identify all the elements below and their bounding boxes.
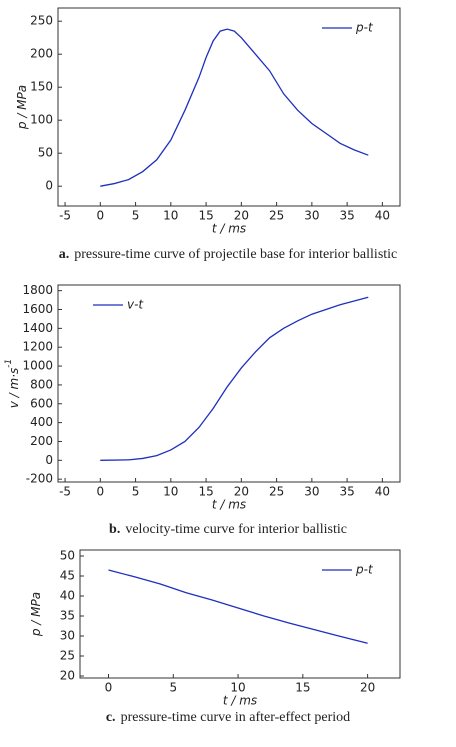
caption-text: pressure-time curve of projectile base f… bbox=[74, 247, 397, 262]
y-tick-label: 30 bbox=[60, 629, 75, 643]
y-tick-label: 1600 bbox=[22, 302, 53, 316]
y-tick-label: -200 bbox=[26, 472, 53, 486]
y-axis-label-text: v / m·s bbox=[7, 368, 21, 409]
y-tick-label: 400 bbox=[30, 415, 53, 429]
x-axis-label: t / ms bbox=[212, 498, 246, 512]
caption-label: c. bbox=[106, 710, 116, 725]
x-tick-label: 5 bbox=[169, 681, 177, 695]
x-tick-label: 0 bbox=[96, 485, 104, 499]
x-tick-label: -5 bbox=[59, 485, 71, 499]
legend-label: v-t bbox=[127, 298, 144, 312]
y-tick-label: 200 bbox=[30, 47, 53, 61]
x-tick-label: 0 bbox=[105, 681, 113, 695]
chart: 0 50 100 150 200 250 -5 0 5 10 15 20 25 30 35 40 t / ms p… bbox=[15, 7, 401, 262]
y-tick-label: 150 bbox=[30, 80, 53, 94]
x-tick-label: 40 bbox=[375, 485, 390, 499]
caption-label: a. bbox=[59, 247, 70, 262]
chart: -200 0 200 400 600 800 1000 1200 1400 1600 1800 -5 0… bbox=[4, 283, 401, 537]
y-axis-label-text: p / MPa bbox=[15, 85, 29, 130]
y-tick-label: 45 bbox=[60, 569, 75, 583]
x-tick-label: -5 bbox=[59, 209, 71, 223]
x-tick-label: 25 bbox=[269, 485, 284, 499]
y-axis-label: p / MPa bbox=[15, 85, 29, 130]
chart: 20 25 30 35 40 45 50 0 5 10 15 20 t / ms p / MPa p-t c.… bbox=[29, 549, 401, 725]
caption: b. velocity-time curve for interior balli… bbox=[109, 522, 347, 537]
caption: a. pressure-time curve of projectile base… bbox=[59, 247, 398, 262]
x-axis-label: t / ms bbox=[223, 694, 257, 708]
y-tick-label: 800 bbox=[30, 377, 53, 391]
x-tick-label: 20 bbox=[360, 681, 375, 695]
y-tick-label: 40 bbox=[60, 589, 75, 603]
y-tick-label: 1400 bbox=[22, 321, 53, 335]
y-tick-label: 200 bbox=[30, 434, 53, 448]
x-tick-label: 30 bbox=[304, 485, 319, 499]
y-tick-label: 250 bbox=[30, 14, 53, 28]
x-tick-label: 25 bbox=[269, 209, 284, 223]
legend-label: p-t bbox=[355, 21, 374, 35]
x-tick-label: 20 bbox=[234, 485, 249, 499]
y-tick-label: 600 bbox=[30, 396, 53, 410]
legend-label: p-t bbox=[355, 563, 374, 577]
x-tick-label: 35 bbox=[339, 209, 354, 223]
x-tick-label: 20 bbox=[234, 209, 249, 223]
x-tick-label: 5 bbox=[132, 209, 140, 223]
y-tick-label: 1200 bbox=[22, 340, 53, 354]
caption: c. pressure-time curve in after-effect pe… bbox=[106, 710, 350, 725]
data-line bbox=[100, 296, 369, 461]
x-tick-label: 5 bbox=[132, 485, 140, 499]
x-tick-label: 10 bbox=[230, 681, 245, 695]
caption-text: pressure-time curve in after-effect peri… bbox=[121, 710, 351, 725]
plot-frame bbox=[57, 7, 401, 207]
y-tick-label: 100 bbox=[30, 113, 53, 127]
data-line bbox=[100, 28, 369, 187]
plot-frame bbox=[57, 284, 401, 483]
y-axis-label-sup: -1 bbox=[4, 359, 14, 368]
x-tick-label: 10 bbox=[163, 209, 178, 223]
y-axis-label-text: p / MPa bbox=[29, 592, 43, 637]
x-tick-label: 15 bbox=[198, 209, 213, 223]
y-axis-label: v / m·s-1 bbox=[4, 359, 21, 409]
x-axis-label: t / ms bbox=[212, 222, 246, 236]
y-tick-label: 50 bbox=[60, 549, 75, 563]
x-tick-label: 10 bbox=[163, 485, 178, 499]
x-tick-label: 40 bbox=[375, 209, 390, 223]
x-tick-label: 15 bbox=[295, 681, 310, 695]
caption-text: velocity-time curve for interior ballist… bbox=[125, 522, 347, 537]
plot-frame bbox=[79, 549, 401, 679]
y-tick-label: 25 bbox=[60, 649, 75, 663]
x-tick-label: 0 bbox=[96, 209, 104, 223]
y-tick-label: 1000 bbox=[22, 359, 53, 373]
y-tick-label: 35 bbox=[60, 609, 75, 623]
x-tick-label: 35 bbox=[339, 485, 354, 499]
y-tick-label: 0 bbox=[45, 453, 53, 467]
y-axis-label: p / MPa bbox=[29, 592, 43, 637]
y-tick-label: 50 bbox=[38, 146, 53, 160]
x-tick-label: 30 bbox=[304, 209, 319, 223]
y-tick-label: 20 bbox=[60, 669, 75, 683]
x-tick-label: 15 bbox=[198, 485, 213, 499]
caption-label: b. bbox=[109, 522, 120, 537]
y-tick-label: 1800 bbox=[22, 283, 53, 297]
data-line bbox=[108, 569, 368, 644]
y-tick-label: 0 bbox=[45, 179, 53, 193]
